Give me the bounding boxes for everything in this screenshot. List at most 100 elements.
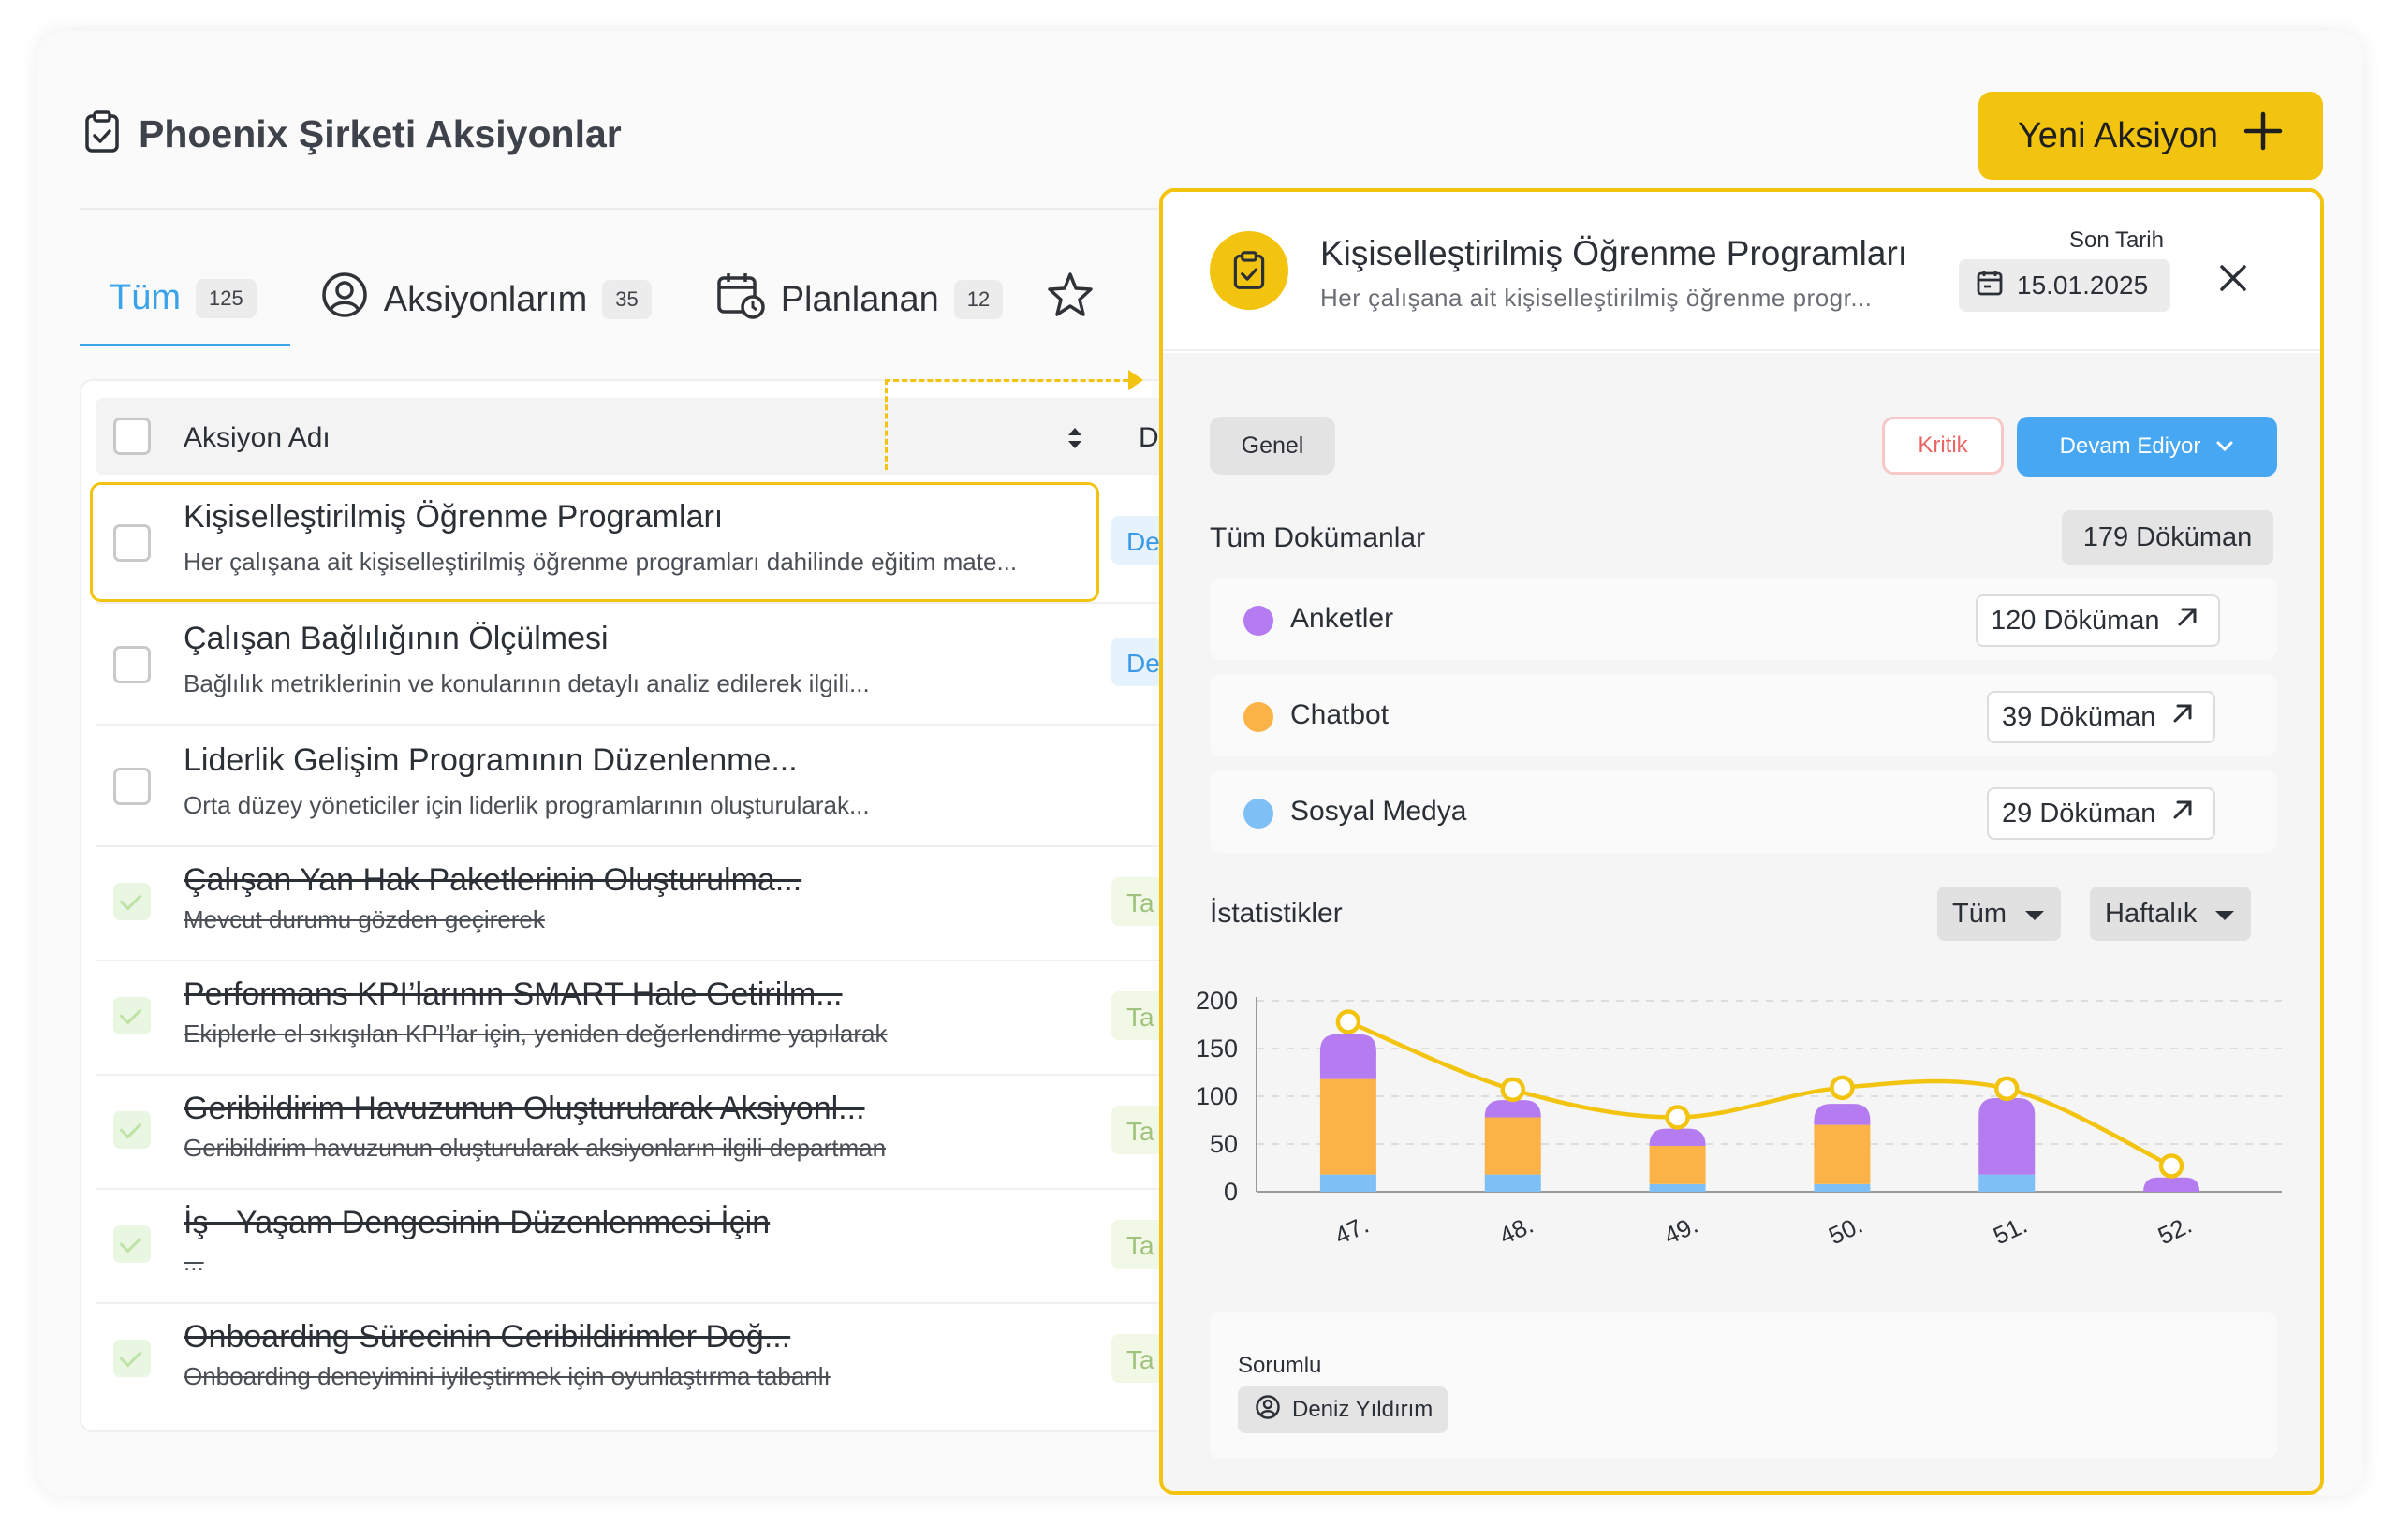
doc-open-button[interactable]: 29 Döküman (1987, 787, 2216, 840)
row-divider (96, 1302, 1172, 1304)
close-panel-button[interactable] (2218, 263, 2248, 298)
doc-name: Chatbot (1290, 699, 1390, 730)
row-title: Onboarding Sürecinin Geribildirimler Doğ… (184, 1319, 791, 1355)
row-checkbox[interactable] (113, 646, 151, 683)
tab-favorites[interactable] (1037, 253, 1128, 346)
status-dropdown[interactable]: Devam Ediyor (2017, 417, 2277, 477)
arrow-up-right-icon (2175, 605, 2199, 637)
row-description: Her çalışana ait kişiselleştirilmiş öğre… (184, 548, 1018, 576)
row-checkbox[interactable] (113, 997, 151, 1034)
row-divider (96, 724, 1172, 726)
tab-all[interactable]: Tüm 125 (80, 253, 290, 346)
documents-title: Tüm Dokümanlar (1210, 522, 1426, 553)
social-media-color-dot (1243, 799, 1273, 829)
doc-row-chatbot: Chatbot 39 Döküman (1210, 674, 2277, 756)
tab-my-actions[interactable]: Aksiyonlarım 35 (290, 253, 685, 346)
y-tick-label: 0 (1224, 1178, 1238, 1206)
x-tick-label: 47. (1331, 1210, 1373, 1250)
x-tick-label: 50. (1824, 1210, 1866, 1250)
row-divider (96, 1074, 1172, 1076)
surveys-color-dot (1243, 606, 1273, 636)
x-tick-label: 52. (2154, 1210, 2196, 1250)
arrow-up-right-icon (2170, 701, 2195, 733)
row-divider (96, 602, 1172, 604)
trend-line (1347, 1019, 2173, 1168)
row-checkbox[interactable] (113, 883, 151, 920)
row-checkbox[interactable] (113, 1225, 151, 1263)
bar-segment (1319, 1034, 1376, 1079)
table-row[interactable]: Onboarding Sürecinin Geribildirimler Doğ… (96, 1304, 1177, 1418)
doc-count: 120 Döküman (1991, 605, 2160, 636)
bar-segment (1319, 1078, 1376, 1175)
doc-open-button[interactable]: 120 Döküman (1976, 594, 2220, 647)
row-title: Geribildirim Havuzunun Oluşturularak Aks… (184, 1091, 865, 1126)
filter-period-dropdown[interactable]: Haftalık (2090, 887, 2252, 941)
row-divider (96, 960, 1172, 961)
table-row[interactable]: Geribildirim Havuzunun Oluşturularak Aks… (96, 1076, 1177, 1190)
row-description: ... (184, 1248, 204, 1276)
tab-my-actions-count: 35 (602, 280, 652, 319)
row-description: Onboarding deneyimini iyileştirmek için … (184, 1362, 831, 1390)
bar-segment (1484, 1117, 1541, 1175)
new-action-button[interactable]: Yeni Aksiyon (1978, 92, 2323, 180)
table-row[interactable]: Liderlik Gelişim Programının Düzenlenme.… (96, 726, 1172, 847)
tab-all-label: Tüm (110, 278, 181, 317)
connector-arrow-icon (1128, 370, 1143, 390)
trend-point (1830, 1075, 1855, 1101)
filter-period-label: Haftalık (2105, 898, 2198, 929)
user-icon (320, 271, 369, 329)
trend-point (1994, 1076, 2020, 1102)
connector-line-horizontal (885, 379, 1128, 382)
table-row[interactable]: İş - Yaşam Dengesinin Düzenlenmesi İçin.… (96, 1190, 1177, 1304)
due-date-label: Son Tarih (2069, 227, 2164, 253)
x-tick-label: 48. (1495, 1210, 1537, 1250)
row-divider (96, 845, 1172, 847)
bar-segment (1484, 1100, 1541, 1118)
chevron-down-icon (2215, 433, 2234, 460)
y-tick-label: 150 (1196, 1034, 1238, 1063)
table-row[interactable]: Çalışan Yan Hak Paketlerinin Oluşturulma… (96, 847, 1177, 961)
filter-all-dropdown[interactable]: Tüm (1937, 887, 2061, 941)
bar-segment (1978, 1098, 2036, 1175)
x-tick-label: 49. (1659, 1210, 1701, 1250)
row-title: İş - Yaşam Dengesinin Düzenlenmesi İçin (184, 1205, 771, 1240)
connector-line (885, 379, 888, 470)
row-title: Kişiselleştirilmiş Öğrenme Programları (184, 499, 724, 535)
doc-row-social-media: Sosyal Medya 29 Döküman (1210, 770, 2277, 853)
filter-all-label: Tüm (1952, 898, 2007, 929)
row-checkbox[interactable] (113, 1340, 151, 1377)
sort-icon[interactable] (1066, 424, 1084, 457)
doc-name: Sosyal Medya (1290, 796, 1467, 827)
caret-down-icon (2023, 899, 2046, 930)
tab-planned[interactable]: Planlanan 12 (685, 253, 1037, 346)
bar-segment (1978, 1174, 2036, 1192)
caret-down-icon (2213, 899, 2236, 930)
row-title: Performans KPI’larının SMART Hale Getiri… (184, 976, 843, 1012)
responsible-name: Deniz Yıldırım (1292, 1397, 1434, 1422)
bar-segment (1649, 1183, 1706, 1192)
category-chip[interactable]: Genel (1210, 417, 1335, 475)
row-checkbox[interactable] (113, 768, 151, 805)
panel-header: Kişiselleştirilmiş Öğrenme Programları H… (1163, 192, 2320, 351)
x-tick-label: 51. (1989, 1210, 2031, 1250)
responsible-chip[interactable]: Deniz Yıldırım (1238, 1386, 1448, 1433)
doc-open-button[interactable]: 39 Döküman (1987, 691, 2216, 743)
bar-segment (1814, 1183, 1871, 1192)
tab-my-actions-label: Aksiyonlarım (383, 279, 588, 319)
tab-bar: Tüm 125 Aksiyonlarım 35 Planlanan 12 (80, 253, 1128, 346)
row-title: Çalışan Bağlılığının Ölçülmesi (184, 621, 609, 656)
tab-planned-label: Planlanan (780, 279, 939, 319)
tab-planned-count: 12 (953, 280, 1004, 319)
table-row[interactable]: Çalışan Bağlılığının Ölçülmesi Bağlılık m… (96, 604, 1177, 726)
chatbot-color-dot (1243, 702, 1273, 732)
due-date-chip[interactable]: 15.01.2025 (1959, 259, 2170, 312)
bar-segment (2143, 1177, 2200, 1192)
select-all-checkbox[interactable] (113, 418, 151, 455)
row-checkbox[interactable] (113, 524, 151, 562)
row-checkbox[interactable] (113, 1111, 151, 1149)
statistics-title: İstatistikler (1210, 898, 1343, 929)
row-title: Çalışan Yan Hak Paketlerinin Oluşturulma… (184, 862, 802, 898)
table-row[interactable]: Performans KPI’larının SMART Hale Getiri… (96, 961, 1177, 1076)
priority-chip[interactable]: Kritik (1882, 417, 2004, 475)
y-tick-label: 100 (1196, 1082, 1238, 1110)
